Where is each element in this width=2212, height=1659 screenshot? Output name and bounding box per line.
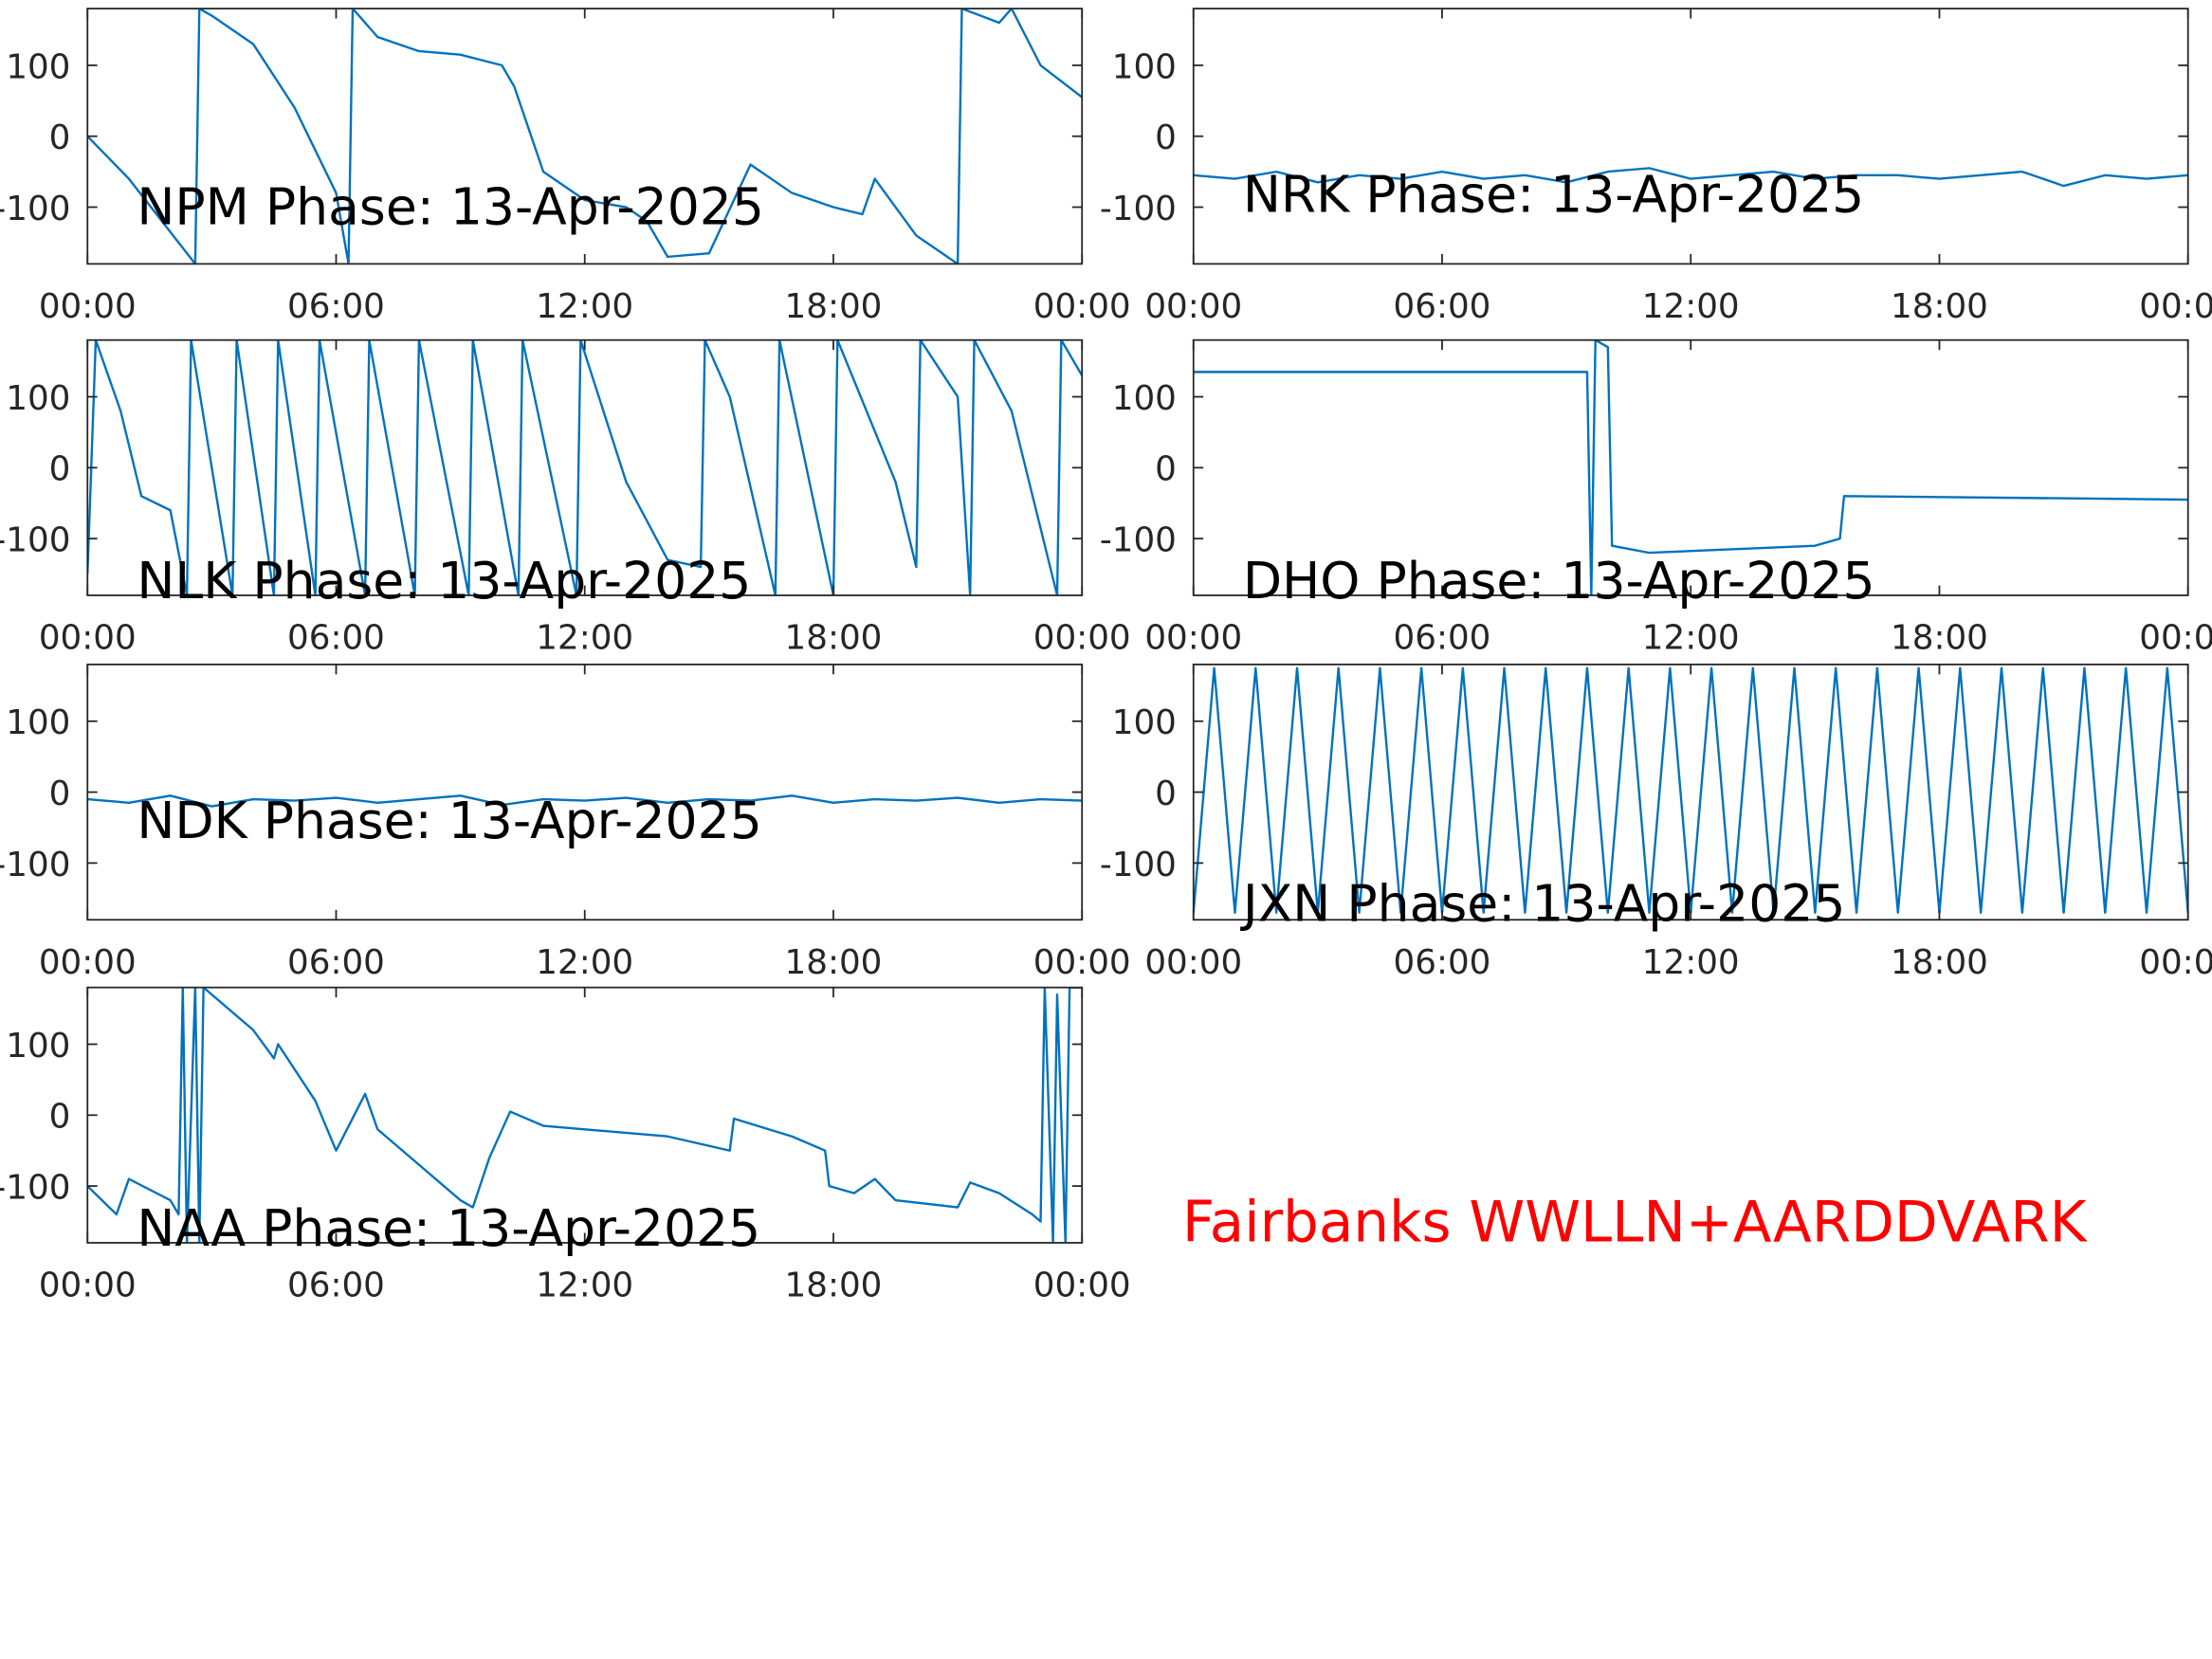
x-tick-label: 00:00 [39,287,137,326]
chart-title: NDK Phase: 13-Apr-2025 [137,791,761,850]
x-tick-label: 06:00 [287,1266,385,1304]
x-tick-label: 18:00 [785,943,883,982]
x-tick-label: 12:00 [536,1266,633,1304]
phase-line [87,339,1083,596]
y-tick-label: -100 [0,846,70,884]
x-tick-label: 00:00 [1033,1266,1131,1304]
y-tick-label: 0 [1155,450,1177,489]
y-tick-label: -100 [1100,190,1177,228]
phase-line [1193,339,2188,596]
x-tick-label: 00:00 [2139,943,2212,982]
x-tick-label: 00:00 [1144,287,1242,326]
x-tick-label: 18:00 [785,287,883,326]
x-tick-label: 18:00 [1891,287,1988,326]
y-tick-label: 100 [6,1027,70,1066]
y-tick-label: 100 [1112,47,1177,86]
x-tick-label: 00:00 [1033,287,1131,326]
phase-line [87,794,1083,808]
y-tick-label: 100 [6,379,70,418]
x-tick-label: 06:00 [1394,287,1491,326]
x-tick-label: 00:00 [1033,943,1131,982]
station-label: Fairbanks WWLLN+AARDDVARK [1182,1190,2089,1255]
y-tick-label: -100 [1100,521,1177,560]
x-tick-label: 12:00 [536,287,633,326]
y-tick-label: 0 [49,1098,71,1137]
y-tick-label: 0 [1155,775,1177,813]
chart-title: NAA Phase: 13-Apr-2025 [137,1198,760,1258]
x-tick-label: 12:00 [536,619,633,658]
y-tick-label: 0 [49,118,71,157]
phase-line [87,9,1083,264]
x-tick-label: 18:00 [1891,619,1988,658]
x-tick-label: 00:00 [1144,943,1242,982]
y-tick-label: -100 [0,521,70,560]
chart-title: JXN Phase: 13-Apr-2025 [1240,874,1846,934]
x-tick-label: 06:00 [1394,619,1491,658]
y-tick-label: 0 [49,775,71,813]
x-tick-label: 12:00 [1642,943,1740,982]
y-tick-label: 0 [1155,118,1177,157]
x-tick-label: 12:00 [536,943,633,982]
x-tick-label: 00:00 [1144,619,1242,658]
y-tick-label: 0 [49,450,71,489]
chart-title: NPM Phase: 13-Apr-2025 [137,177,764,237]
x-tick-label: 12:00 [1642,619,1740,658]
y-tick-label: 100 [1112,379,1177,418]
y-tick-label: -100 [0,190,70,228]
x-tick-label: 18:00 [785,619,883,658]
y-tick-label: 100 [6,47,70,86]
x-tick-label: 06:00 [287,619,385,658]
x-tick-label: 00:00 [39,1266,137,1304]
phase-line [1193,167,2188,188]
y-tick-label: -100 [0,1168,70,1207]
x-tick-label: 06:00 [287,943,385,982]
x-tick-label: 18:00 [1891,943,1988,982]
phase-line [87,987,1083,1243]
x-tick-label: 00:00 [2139,287,2212,326]
x-tick-label: 12:00 [1642,287,1740,326]
x-tick-label: 00:00 [1033,619,1131,658]
y-tick-label: -100 [1100,846,1177,884]
x-tick-label: 00:00 [2139,619,2212,658]
x-tick-label: 06:00 [1394,943,1491,982]
chart-title: NRK Phase: 13-Apr-2025 [1243,164,1864,224]
chart-title: DHO Phase: 13-Apr-2025 [1243,551,1875,611]
x-tick-label: 00:00 [39,619,137,658]
x-tick-label: 18:00 [785,1266,883,1304]
chart-title: NLK Phase: 13-Apr-2025 [137,551,751,611]
y-tick-label: 100 [1112,703,1177,742]
y-tick-label: 100 [6,703,70,742]
x-tick-label: 00:00 [39,943,137,982]
x-tick-label: 06:00 [287,287,385,326]
